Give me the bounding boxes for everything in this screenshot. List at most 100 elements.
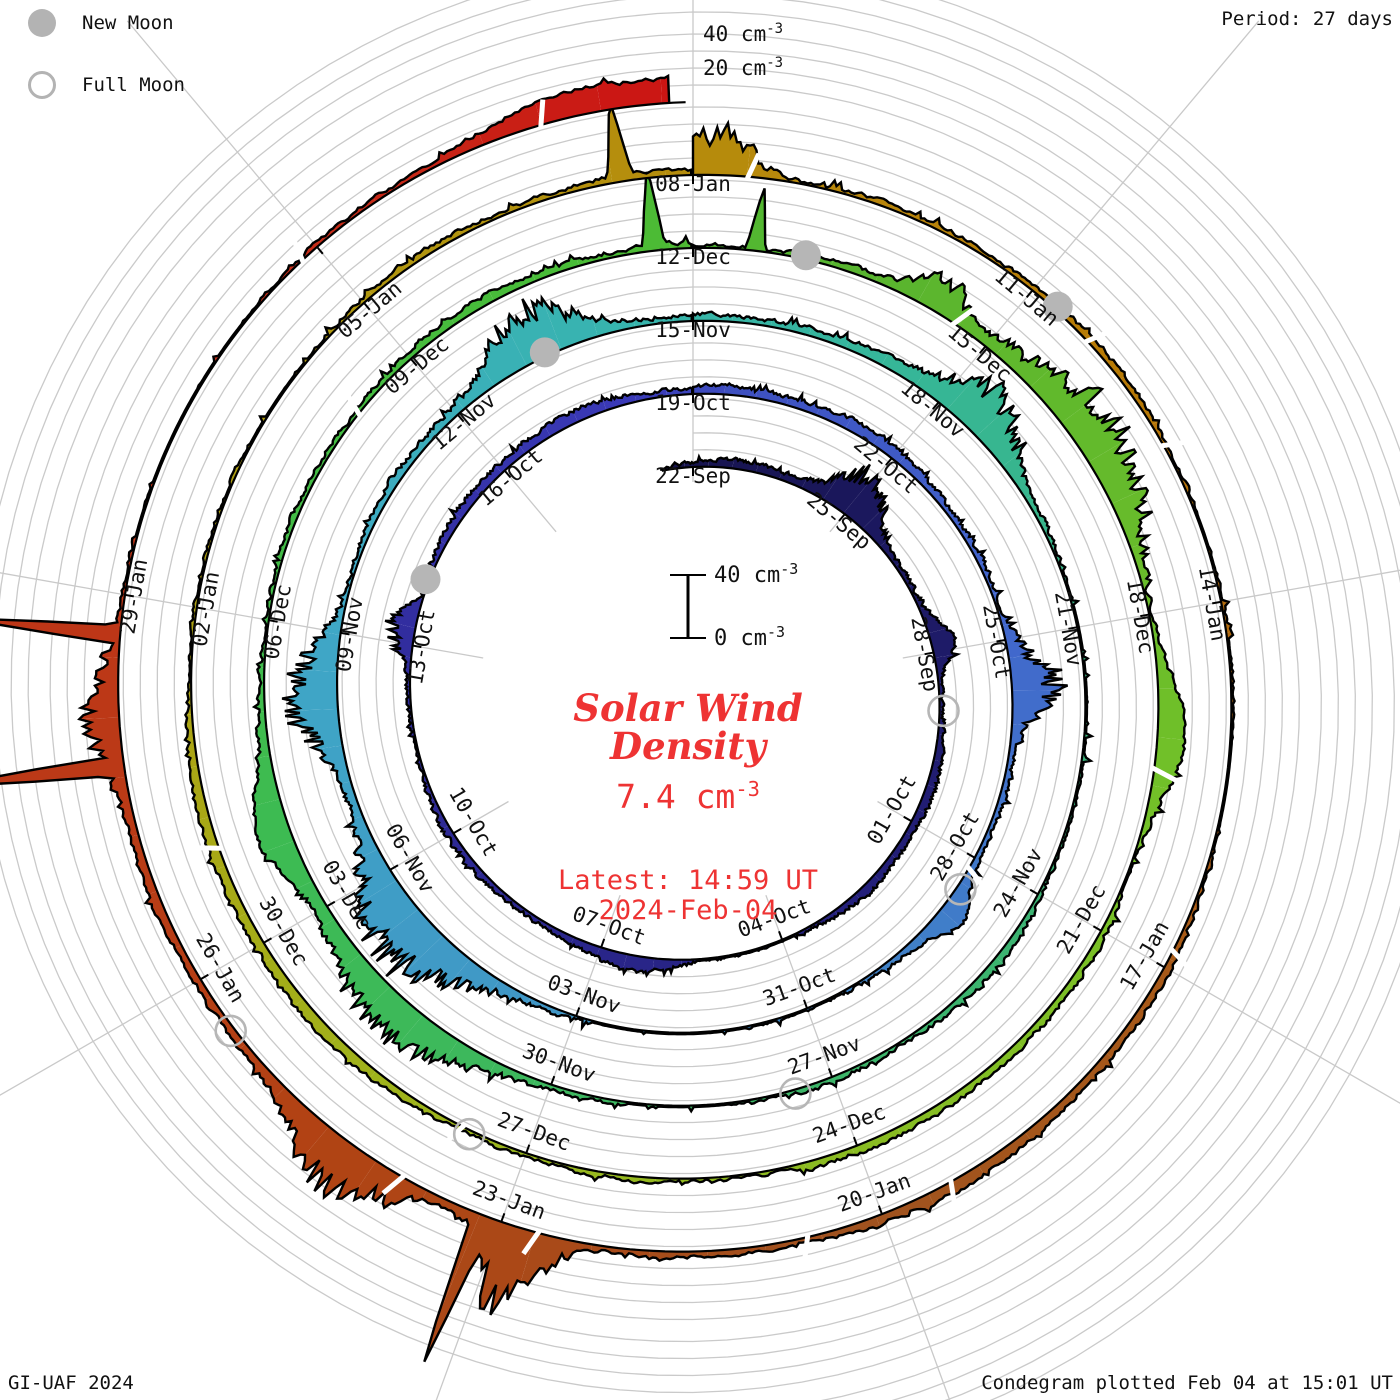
band-segment (450, 488, 481, 519)
band-segment (831, 259, 879, 282)
band-segment (340, 781, 363, 820)
period-label: Period: 27 days (1221, 8, 1393, 30)
band-segment (215, 866, 247, 918)
date-label: 22-Sep (655, 464, 731, 488)
scale-elements: 20 cm-3 40 cm-3 40 cm-3 0 cm-3 (670, 21, 798, 651)
full-moon-marker (927, 694, 960, 728)
band-edge (251, 171, 1095, 1114)
band-segment (273, 1087, 329, 1157)
band-segment (238, 1043, 286, 1099)
band-segment (1020, 888, 1045, 928)
full-moon-marker (452, 1117, 486, 1151)
band-segment (707, 1245, 766, 1258)
band-segment (282, 669, 338, 711)
band-segment (198, 817, 226, 870)
band-segment (905, 809, 926, 836)
new-moon-label: New Moon (82, 12, 174, 34)
scale-bar-top-label: 40 cm-3 (714, 560, 798, 588)
band-segment (330, 1036, 376, 1079)
latest-date: 2024-Feb-04 (598, 895, 778, 927)
band-segment (189, 766, 210, 820)
band-segment (456, 366, 495, 410)
band-segment (532, 1079, 577, 1098)
band-segment (816, 407, 853, 429)
plot-timestamp: Condegram plotted Feb 04 at 15:01 UT (981, 1372, 1393, 1394)
band-edge (0, 73, 1236, 1363)
full-moon-icon (28, 71, 56, 99)
band-segment (892, 934, 926, 963)
band-segment (834, 893, 860, 916)
band-segment (669, 236, 692, 250)
band-segment (992, 591, 1015, 626)
ring-band-4 (183, 102, 1187, 1187)
band-segment (1130, 544, 1152, 594)
band-segment (1002, 622, 1035, 658)
band-segment (917, 909, 960, 943)
spoke (126, 20, 557, 533)
source-credit: GI-UAF 2024 (8, 1372, 134, 1394)
band-segment (403, 935, 471, 989)
band-segment (875, 272, 935, 302)
band-segment (545, 411, 578, 437)
date-label: 05-Jan (333, 276, 407, 343)
band-segment (980, 1041, 1024, 1079)
date-label: 19-Oct (655, 391, 731, 415)
latest-density-unit: cm (695, 777, 736, 817)
band-segment (770, 317, 812, 336)
band-segment (443, 1040, 496, 1074)
new-moon-marker (790, 240, 821, 271)
band-segment (364, 490, 391, 529)
band-segment (546, 924, 574, 944)
new-moon-marker (529, 337, 560, 368)
band-segment (845, 416, 880, 445)
band-segment (304, 451, 330, 495)
band-segment (406, 429, 437, 465)
band-segment (441, 825, 465, 853)
density-bands (0, 73, 1236, 1363)
band-segment (1168, 907, 1198, 963)
band-segment (1025, 495, 1050, 535)
band-segment (940, 1074, 985, 1109)
band-segment (756, 463, 782, 480)
band-segment (413, 229, 461, 264)
band-segment (570, 937, 600, 956)
band-segment (369, 1070, 418, 1107)
band-segment (359, 986, 424, 1045)
band-segment (0, 717, 126, 784)
band-segment (821, 1216, 880, 1241)
band-segment (295, 881, 335, 929)
data-gap-slash (948, 1179, 958, 1208)
band-segment (739, 188, 787, 256)
band-segment (474, 465, 502, 496)
date-label: 15-Nov (655, 318, 731, 342)
moon-markers (214, 240, 1073, 1151)
band-segment (1140, 958, 1175, 1011)
chart-title-line1: Solar Wind (573, 686, 803, 730)
band-segment (1088, 440, 1146, 504)
data-gap-slash (343, 390, 363, 417)
band-segment (1084, 333, 1125, 380)
band-segment (481, 325, 527, 386)
band-segment (1000, 264, 1048, 301)
band-segment (977, 821, 996, 856)
band-segment (823, 464, 870, 514)
band-segment (596, 77, 662, 111)
legend-full-moon: Full Moon (28, 68, 185, 102)
band-segment (174, 945, 212, 1000)
new-moon-marker (1042, 291, 1073, 322)
band-segment (1153, 640, 1176, 689)
data-gap-slash (1151, 765, 1178, 783)
band-segment (958, 307, 1010, 355)
band-segment (385, 620, 416, 658)
band-segment (319, 918, 361, 968)
data-gap-slash (965, 865, 987, 890)
data-gap-slash (290, 235, 306, 264)
band-segment (652, 958, 682, 975)
band-segment (747, 144, 801, 184)
band-segment (1157, 688, 1186, 740)
band-segment (264, 957, 304, 1007)
band-segment (917, 272, 972, 327)
band-segment (352, 379, 386, 418)
latest-density-exponent: -3 (735, 777, 760, 802)
